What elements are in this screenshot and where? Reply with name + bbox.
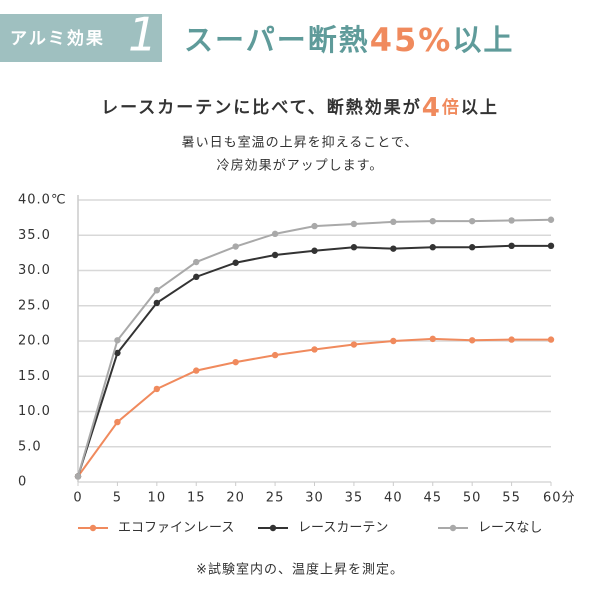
data-point xyxy=(468,217,476,225)
legend-marker xyxy=(449,524,457,532)
data-point xyxy=(271,230,279,238)
headline-text: 以上 xyxy=(452,23,514,57)
x-tick-label: 35 xyxy=(345,491,364,506)
data-point xyxy=(350,220,358,228)
headline-text: スーパー断熱 xyxy=(184,23,370,57)
data-point xyxy=(468,337,476,344)
x-tick-label: 55 xyxy=(502,491,521,506)
data-point xyxy=(114,337,121,344)
legend-label: エコファインレース xyxy=(118,521,234,536)
badge-number: 1 xyxy=(128,8,157,62)
x-tick-label: 15 xyxy=(187,491,206,506)
series-line xyxy=(77,337,551,477)
data-point xyxy=(271,351,279,359)
data-point xyxy=(74,473,82,480)
data-point xyxy=(429,335,436,343)
data-point xyxy=(350,341,358,348)
badge-background xyxy=(0,14,162,62)
y-tick-label: 20.0 xyxy=(18,334,51,349)
x-tick-label: 30 xyxy=(305,491,324,506)
data-point xyxy=(508,242,515,250)
y-tick-label: 30.0 xyxy=(18,263,51,278)
headline-highlight: 45% xyxy=(370,21,453,59)
data-point xyxy=(153,287,161,294)
x-tick-label: 50 xyxy=(463,491,482,506)
description: 暑い日も室温の上昇を抑えることで、 xyxy=(182,135,419,151)
subtitle-text: 以上 xyxy=(461,98,499,118)
legend-marker xyxy=(89,524,97,532)
legend-marker xyxy=(269,524,277,532)
data-point xyxy=(508,336,515,343)
y-tick-label: 15.0 xyxy=(18,369,51,384)
note: ※試験室内の、温度上昇を測定。 xyxy=(196,562,404,578)
legend-label: レースカーテン xyxy=(298,521,388,536)
data-point xyxy=(390,218,397,226)
x-tick-label: 20 xyxy=(226,491,245,506)
data-point xyxy=(193,367,200,374)
y-tick-label: 5.0 xyxy=(18,439,42,454)
subtitle-highlight: 4 xyxy=(422,93,442,123)
data-point xyxy=(429,244,436,251)
badge-text: アルミ効果 xyxy=(10,28,105,49)
data-point xyxy=(350,244,358,251)
x-tick-label: 0 xyxy=(73,491,82,506)
data-point xyxy=(311,247,318,254)
series-line xyxy=(77,244,551,477)
data-point xyxy=(232,243,239,250)
data-point xyxy=(429,217,436,225)
x-tick-label: 25 xyxy=(266,491,285,506)
description: 冷房効果がアップします。 xyxy=(217,158,384,174)
y-tick-label: 25.0 xyxy=(18,298,51,313)
data-point xyxy=(232,259,239,266)
y-tick-label: 10.0 xyxy=(18,404,51,419)
data-point xyxy=(390,245,397,252)
data-point xyxy=(153,299,161,307)
x-tick-label: 10 xyxy=(148,491,167,506)
data-point xyxy=(547,242,555,250)
headline: スーパー断熱45%以上 xyxy=(184,21,514,59)
data-point xyxy=(468,244,476,251)
subtitle-text: レースカーテンに比べて、断熱効果が xyxy=(101,97,422,118)
data-point xyxy=(311,222,318,230)
data-point xyxy=(390,337,397,345)
y-tick-label: 35.0 xyxy=(18,228,51,243)
y-tick-label: 40.0℃ xyxy=(18,193,67,208)
data-point xyxy=(114,349,121,357)
data-point xyxy=(271,251,279,259)
data-point xyxy=(193,258,200,266)
data-point xyxy=(508,217,515,224)
subtitle-highlight: 倍 xyxy=(442,97,461,118)
data-point xyxy=(311,346,318,353)
data-point xyxy=(153,385,161,393)
x-tick-label: 45 xyxy=(423,491,442,506)
subtitle: レースカーテンに比べて、断熱効果が4倍以上 xyxy=(101,93,499,123)
data-point xyxy=(193,273,200,281)
legend-label: レースなし xyxy=(478,521,542,536)
x-tick-label: 40 xyxy=(384,491,403,506)
y-tick-label: 0 xyxy=(18,475,27,490)
data-point xyxy=(547,216,555,223)
x-tick-label: 5 xyxy=(113,491,122,506)
x-tick-label: 60分 xyxy=(543,491,576,506)
data-point xyxy=(114,418,121,426)
data-point xyxy=(232,358,239,366)
data-point xyxy=(547,336,555,343)
